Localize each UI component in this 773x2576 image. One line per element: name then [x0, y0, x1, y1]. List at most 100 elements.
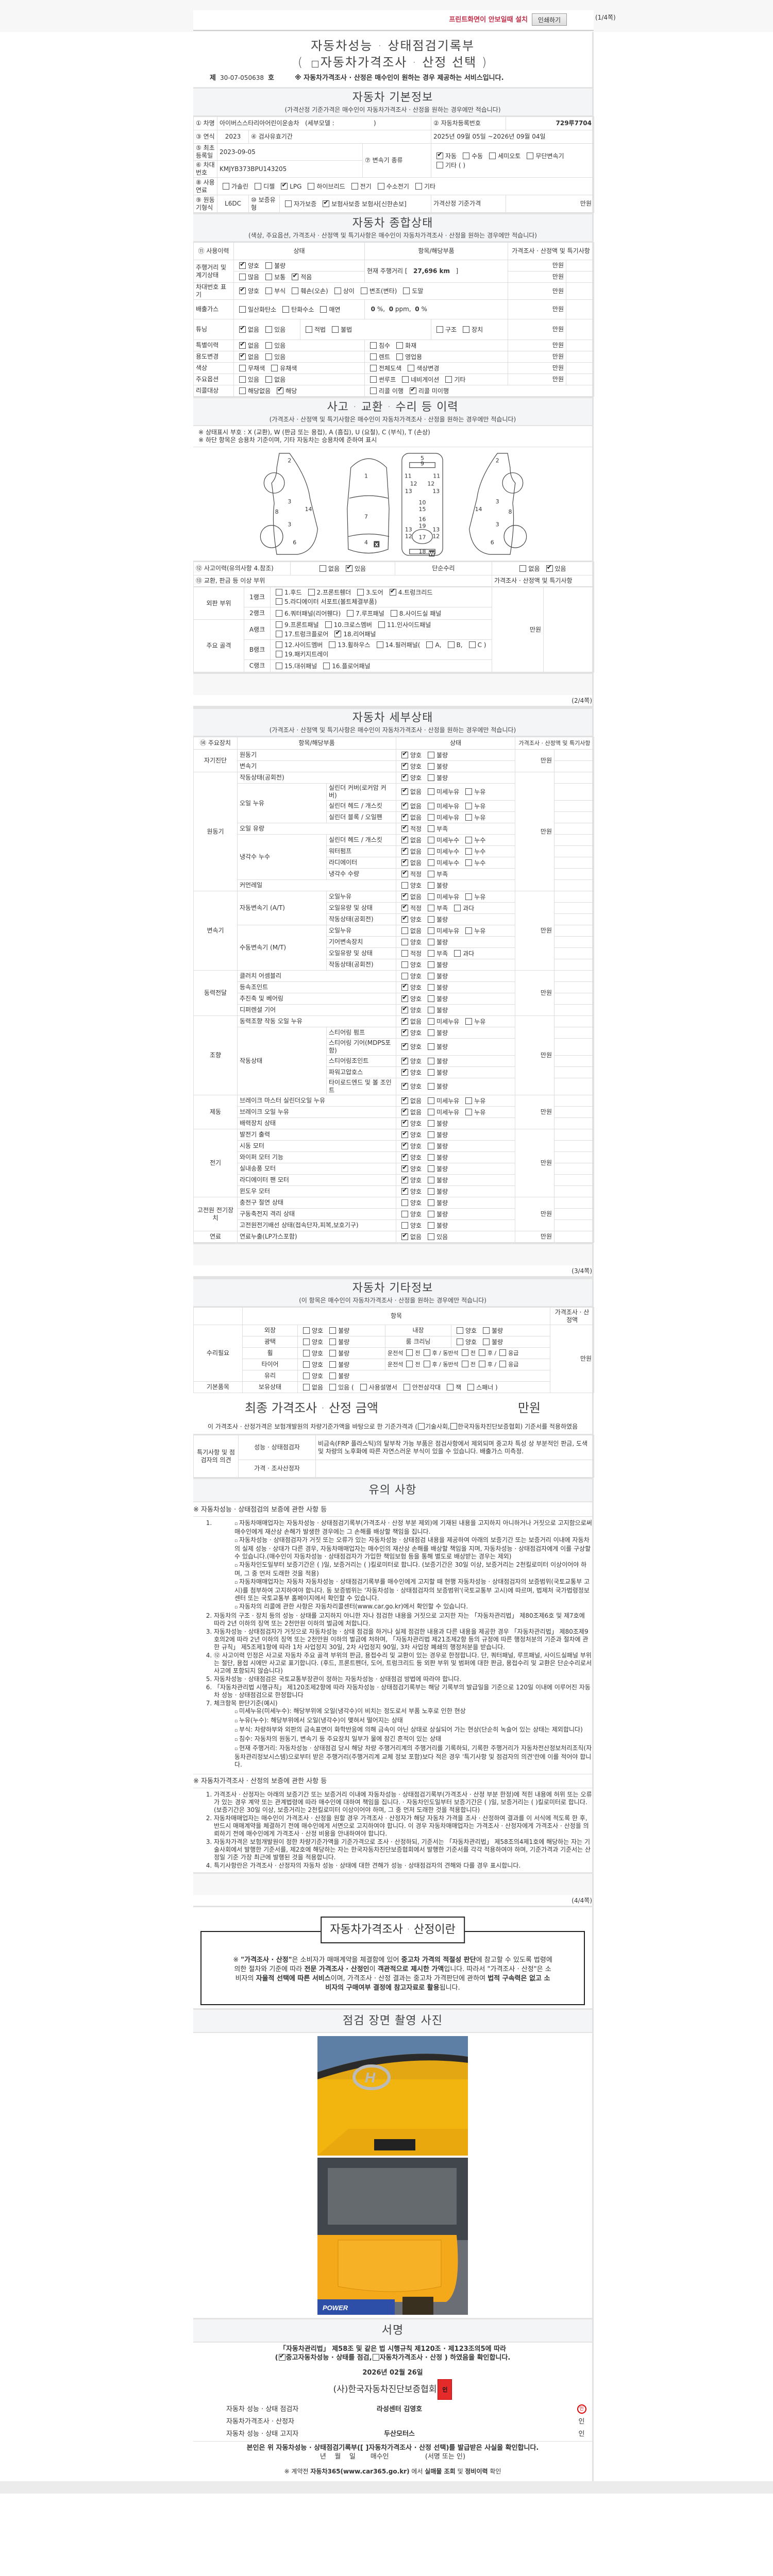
checkbox: [255, 182, 262, 190]
parts-row: B랭크 12.사이드멤버 13.휠하우스 14.필러패널(A, B, C ) 19.패키지트…: [194, 639, 594, 660]
section-title: 자동차 기타정보: [352, 1282, 433, 1295]
checkbox: [271, 364, 278, 371]
check-label: 보험사보증 보험사[신한손보]: [331, 200, 407, 208]
checkbox-checked: [401, 1042, 409, 1050]
lift-brand-text: POWER: [323, 2304, 348, 2312]
check-label: 15.대쉬패널: [284, 662, 317, 670]
check-label: 누유: [474, 893, 486, 901]
check-option: 없음: [398, 892, 422, 902]
check-option: 누수: [462, 858, 485, 868]
opinion-label: 특기사항 및 점검자의 의견: [193, 1435, 239, 1478]
position-label: 후 /: [487, 1350, 497, 1357]
checkbox: [265, 262, 273, 269]
check-label: 탄화수소: [291, 306, 314, 313]
part-number-label: 6: [491, 539, 494, 546]
check-label: 부족: [436, 950, 448, 957]
check-label: 양호: [410, 1029, 422, 1037]
check-label: 불량: [436, 1006, 448, 1014]
checkbox: [370, 376, 377, 383]
section-title: 유의 사항: [368, 1484, 417, 1497]
price-unit: 만원: [515, 970, 555, 1016]
brand-logo: H: [365, 2070, 376, 2086]
check-label: 양호: [410, 882, 422, 889]
check-option: 양호: [398, 750, 422, 760]
check-label: 19.패키지트레이: [284, 651, 329, 658]
check-option: 없음: [398, 801, 422, 811]
check-option: 적정: [398, 949, 422, 958]
check-label: 누수: [474, 859, 486, 867]
signer-name: 라성센터 김영호: [376, 2405, 423, 2413]
part-number-label: 6: [293, 539, 296, 546]
detail-status: 양호 불량: [396, 1151, 516, 1163]
detail-item: 브레이크 마스터 실린더오일 누유: [237, 1095, 397, 1107]
check-option: 불량: [425, 994, 448, 1004]
check-label: 없음: [248, 326, 260, 333]
check-option: 없음: [398, 1096, 422, 1106]
check-label: 침수: [379, 342, 391, 349]
note-bullet: 자동차성능 · 상태점검자가 거짓 또는 오류가 있는 자동차성능 · 상태점검…: [234, 1536, 592, 1561]
part-number-label: 8: [508, 509, 512, 515]
check-label: 과다: [463, 950, 475, 957]
criteria-item: 현재 주행거리: 자동차성능 · 상태점검 당시 해당 차량 주행거리계의 주행…: [234, 1744, 592, 1769]
fuel-options: 가솔린 디젤 LPG 하이브리드 전기 수소전기 기타: [217, 177, 594, 195]
tire-status: 양호 불량: [297, 1359, 385, 1370]
check-option: 11.인사이드패널: [375, 620, 431, 630]
check-option: 미세누유: [425, 802, 459, 811]
check-option: 양호: [398, 1164, 422, 1174]
checkbox-checked: [401, 1164, 409, 1172]
footer-segment: 및: [455, 2468, 465, 2475]
check-option: 양호: [453, 1326, 477, 1335]
car-left-side: [271, 453, 318, 555]
check-label: 4.트렁크리드: [398, 589, 433, 596]
checkbox: [428, 774, 435, 781]
check-label: 자동: [445, 152, 457, 160]
inspector-opinion: 비금속(FRP 플라스틱)의 탈부착 가능 부품은 점검사항에서 제외되며 중고…: [315, 1435, 594, 1460]
confirm-option: 중고자동차성능 · 상태를 점검,: [285, 2354, 372, 2362]
law-reference: 「자동차관리법」 제58조 및 같은 법 시행규칙 제120조 · 제123조의…: [279, 2345, 507, 2353]
tire-label: 타이어: [242, 1359, 298, 1370]
check-label: C ): [477, 641, 486, 649]
check-label: 사용설명서: [368, 1383, 397, 1391]
detail-item: 변속기: [237, 760, 397, 772]
part-number-label: 17: [419, 534, 426, 540]
check-option: 양호: [398, 1067, 422, 1077]
checkbox: [401, 882, 409, 889]
detail-item: 시동 모터: [237, 1140, 397, 1152]
rank-parts: 9.프론트패널 10.크로스멤버 11.인사이드패널 17.트렁크플로어 18.리어패널: [270, 619, 492, 640]
check-label: 양호: [410, 1222, 422, 1229]
check-option: 불량: [425, 1198, 448, 1208]
part-number-label: 5: [421, 455, 424, 462]
service-notice: ※ 자동차가격조사 · 산정은 매수인이 원하는 경우 제공하는 서비스입니다.: [294, 74, 504, 82]
checkbox-checked: [239, 286, 246, 294]
check-option: 4.트렁크리드: [386, 587, 433, 597]
note-item: 자동차의 구조 · 장치 등의 성능 · 상태를 고지하지 아니한 자나 점검한…: [214, 1612, 592, 1628]
part-number-label: 2: [496, 457, 499, 464]
parts-price-label: 가격조사 · 산정액 및 특기사항: [492, 575, 594, 587]
general-row: 주요옵션 있음 없음 썬루프 네비게이션 기타 만원: [193, 374, 595, 385]
install-link[interactable]: 프린트화면이 안보일때 설치: [449, 16, 528, 24]
check-option: 미세누수: [425, 858, 459, 868]
part-number-label: 14: [305, 506, 312, 513]
detail-item: 구동축전지 격리 상태: [237, 1208, 397, 1220]
checkbox-checked: [401, 835, 409, 843]
checkbox-checked: [401, 914, 409, 923]
remark: [554, 959, 595, 971]
check-label: 누수: [474, 836, 486, 844]
base-price-label: 가격산정 기준가격: [431, 195, 506, 213]
detail-row: 실내송풍 모터 양호 불량: [194, 1163, 595, 1175]
check-option: 적정: [398, 903, 422, 913]
unit: %,: [377, 306, 385, 313]
print-button[interactable]: 인쇄하기: [532, 13, 567, 26]
accident-history-label: ⑫ 사고이력(유의사항 4.참조): [193, 562, 291, 575]
detail-status: 양호 불량: [396, 970, 516, 982]
statement-option: 한국자동차진단보증협회): [458, 1423, 523, 1430]
detail-status: 없음 미세누유 누유: [396, 891, 516, 903]
checkbox-checked: [277, 386, 284, 394]
checkbox: [319, 565, 326, 572]
detail-model: (세부모델 : ): [305, 120, 376, 127]
part-number-label: 1: [364, 472, 368, 479]
checkbox: [401, 950, 409, 957]
paren: (: [297, 55, 304, 70]
check-option: 양호: [300, 1349, 323, 1358]
check-label: 양호: [248, 262, 260, 269]
